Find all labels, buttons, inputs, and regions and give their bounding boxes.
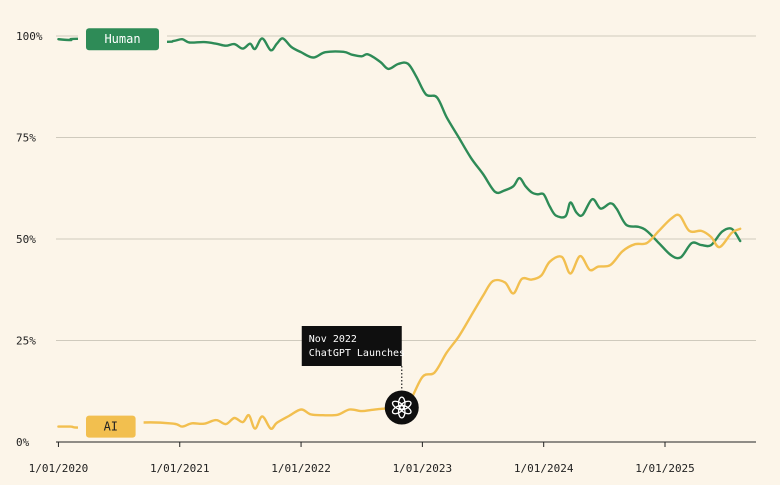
annotation-line1: Nov 2022	[309, 334, 357, 345]
x-tick-label: 1/01/2024	[514, 462, 574, 475]
legend-label: AI	[104, 420, 118, 434]
x-tick-label: 1/01/2025	[635, 462, 695, 475]
annotation-line2: ChatGPT Launches	[309, 348, 405, 359]
legend-label: Human	[104, 32, 140, 46]
legend-pill-human: Human	[78, 25, 167, 54]
y-tick-label: 50%	[16, 233, 36, 246]
y-tick-label: 75%	[16, 132, 36, 145]
y-tick-label: 25%	[16, 335, 36, 348]
series-line-ai	[57, 213, 742, 430]
series-line-human	[57, 37, 742, 260]
chatgpt-annotation: Nov 2022 ChatGPT Launches	[301, 326, 419, 425]
x-tick-label: 1/01/2020	[29, 462, 89, 475]
legend-pill-ai: AI	[78, 412, 144, 441]
y-tick-label: 0%	[16, 436, 30, 449]
x-tick-label: 1/01/2022	[271, 462, 331, 475]
x-tick-label: 1/01/2021	[150, 462, 210, 475]
annotation-box	[301, 326, 402, 366]
chatgpt-logo-icon	[384, 390, 419, 425]
y-tick-label: 100%	[16, 30, 43, 43]
x-tick-label: 1/01/2023	[393, 462, 453, 475]
